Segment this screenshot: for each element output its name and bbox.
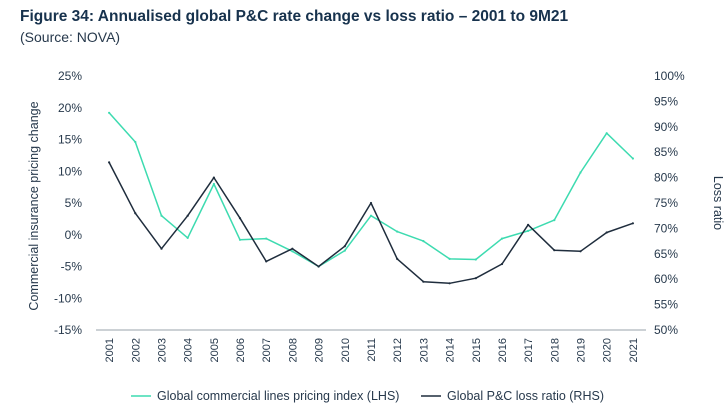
series-1-point xyxy=(500,262,504,266)
series-1-point xyxy=(369,201,373,205)
series-1-point xyxy=(631,222,635,225)
series-layer xyxy=(108,111,635,285)
right-tick-label: 75% xyxy=(654,196,678,210)
series-1-point xyxy=(579,250,582,253)
chart-subtitle: (Source: NOVA) xyxy=(20,29,121,45)
right-tick-label: 85% xyxy=(654,145,678,159)
legend-label-loss-ratio: Global P&C loss ratio (RHS) xyxy=(447,389,604,403)
x-tick-label: 2015 xyxy=(471,338,483,362)
series-0-point xyxy=(396,230,399,233)
series-0-point xyxy=(631,157,635,160)
series-0-point xyxy=(212,182,215,186)
x-tick-label: 2002 xyxy=(130,338,142,362)
left-tick-label: 20% xyxy=(58,101,82,115)
x-tick-label: 2004 xyxy=(183,338,195,362)
x-tick-label: 2010 xyxy=(340,338,352,362)
left-tick-label: -5% xyxy=(61,260,83,274)
x-tick-label: 2005 xyxy=(209,338,221,362)
series-1-point xyxy=(317,265,320,268)
x-tick-label: 2011 xyxy=(366,338,378,362)
series-0-point xyxy=(160,214,163,217)
x-tick-label: 2006 xyxy=(235,338,247,362)
left-axis: 25% 20% 15% 10% 5% 0% -5% -10% -15% xyxy=(54,69,82,337)
series-0-point xyxy=(500,237,504,240)
x-tick-label: 2001 xyxy=(104,338,116,362)
left-tick-label: -15% xyxy=(54,323,82,337)
left-axis-title: Commercial insurance pricing change xyxy=(27,101,41,310)
left-tick-label: 25% xyxy=(58,69,82,83)
x-tick-label: 2008 xyxy=(287,338,299,362)
series-1-point xyxy=(265,260,268,263)
x-tick-label: 2014 xyxy=(445,338,457,362)
series-0-point xyxy=(343,249,346,252)
right-tick-label: 100% xyxy=(654,69,685,83)
left-tick-label: -10% xyxy=(54,291,82,305)
x-tick-label: 2013 xyxy=(418,338,430,362)
series-0-point xyxy=(579,171,582,174)
x-tick-label: 2012 xyxy=(392,338,404,362)
series-1-point xyxy=(238,217,242,220)
series-1-point xyxy=(396,257,399,260)
series-0-point xyxy=(605,132,608,135)
series-0-point xyxy=(265,237,268,240)
series-0-point xyxy=(553,219,556,222)
series-0-point xyxy=(238,238,242,241)
series-0-point xyxy=(527,229,530,232)
series-1-point xyxy=(134,212,137,215)
series-1-point xyxy=(553,249,556,252)
right-axis: 100% 95% 90% 85% 80% 75% 70% 65% 60% 55% 50% xyxy=(654,69,685,337)
series-1-point xyxy=(160,247,163,250)
series-1-point xyxy=(527,223,530,226)
series-0-point xyxy=(108,111,111,114)
left-tick-label: 10% xyxy=(58,164,82,178)
series-1-point xyxy=(448,282,451,285)
legend-label-pricing: Global commercial lines pricing index (L… xyxy=(157,389,399,403)
right-tick-label: 55% xyxy=(654,298,678,312)
x-tick-label: 2021 xyxy=(628,338,640,362)
x-tick-label: 2018 xyxy=(549,338,561,362)
left-tick-label: 0% xyxy=(65,228,83,242)
left-tick-label: 5% xyxy=(65,196,83,210)
right-axis-title: Loss ratio xyxy=(711,176,725,230)
x-tick-label: 2017 xyxy=(523,338,535,362)
x-axis: 2001 2002 2003 2004 2005 2006 2007 2008 2009 2010… xyxy=(104,338,640,362)
x-tick-label: 2019 xyxy=(576,338,588,362)
series-1-point xyxy=(605,231,608,234)
series-1-point xyxy=(343,245,346,248)
right-tick-label: 65% xyxy=(654,247,678,261)
series-1-point xyxy=(108,161,111,164)
x-tick-label: 2016 xyxy=(497,338,509,362)
series-1-point xyxy=(474,277,477,280)
right-tick-label: 95% xyxy=(654,94,678,108)
chart-title: Figure 34: Annualised global P&C rate ch… xyxy=(20,8,569,25)
series-1-point xyxy=(212,176,215,179)
series-0-point xyxy=(422,240,425,243)
series-line-1 xyxy=(108,161,634,285)
series-0-point xyxy=(134,140,137,144)
x-tick-label: 2009 xyxy=(314,338,326,362)
x-tick-label: 2007 xyxy=(261,338,273,362)
right-tick-label: 50% xyxy=(654,323,678,337)
x-tick-label: 2020 xyxy=(602,338,614,362)
right-tick-label: 80% xyxy=(654,171,678,185)
left-tick-label: 15% xyxy=(58,133,82,147)
series-0-point xyxy=(186,236,189,239)
series-0-point xyxy=(474,258,477,261)
right-tick-label: 70% xyxy=(654,221,678,235)
x-tick-label: 2003 xyxy=(156,338,168,362)
series-0-point xyxy=(291,250,294,253)
series-line-0 xyxy=(108,112,634,268)
series-0-point xyxy=(448,257,451,260)
right-tick-label: 60% xyxy=(654,272,678,286)
series-1-point xyxy=(186,214,189,217)
series-0-point xyxy=(369,214,373,217)
legend: Global commercial lines pricing index (L… xyxy=(131,389,604,403)
series-1-point xyxy=(422,280,425,283)
series-1-point xyxy=(291,247,294,250)
right-tick-label: 90% xyxy=(654,120,678,134)
